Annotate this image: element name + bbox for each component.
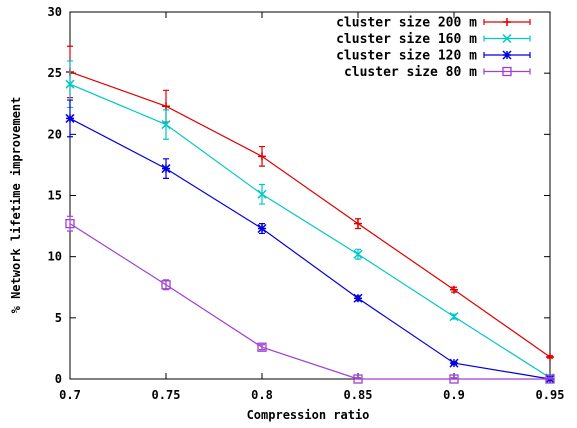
y-axis-label: % Network lifetime improvement bbox=[9, 97, 23, 314]
series-3 bbox=[65, 215, 555, 384]
y-tick-label: 10 bbox=[48, 250, 62, 264]
y-tick-label: 0 bbox=[55, 372, 62, 386]
data-point bbox=[65, 79, 75, 89]
x-tick-label: 0.9 bbox=[443, 388, 465, 402]
legend-marker bbox=[502, 33, 512, 44]
error-bar bbox=[67, 215, 73, 232]
data-point bbox=[161, 280, 171, 290]
data-point bbox=[257, 189, 267, 199]
data-point bbox=[161, 164, 171, 174]
series-line bbox=[69, 83, 551, 379]
legend-errorbar bbox=[483, 52, 531, 58]
series-line bbox=[69, 223, 550, 380]
legend-errorbar bbox=[483, 19, 531, 25]
data-point bbox=[257, 223, 267, 234]
y-tick-label: 20 bbox=[48, 127, 62, 141]
data-point bbox=[161, 120, 171, 130]
x-tick-label: 0.85 bbox=[344, 388, 373, 402]
series-line bbox=[69, 71, 551, 358]
x-tick-label: 0.95 bbox=[536, 388, 565, 402]
series-layer bbox=[65, 45, 555, 384]
y-tick-label: 15 bbox=[48, 189, 62, 203]
series-0 bbox=[66, 45, 554, 361]
data-point bbox=[449, 358, 459, 368]
legend-errorbar bbox=[483, 68, 531, 75]
error-bar bbox=[163, 279, 169, 291]
legend-label: cluster size 200 m bbox=[336, 16, 477, 31]
x-tick-label: 0.7 bbox=[59, 388, 81, 402]
x-tick-label: 0.75 bbox=[152, 388, 181, 402]
y-tick-label: 30 bbox=[48, 5, 62, 19]
data-point bbox=[354, 219, 362, 228]
error-bar bbox=[451, 377, 457, 380]
data-point bbox=[353, 249, 363, 259]
data-point bbox=[258, 152, 266, 161]
x-tick-label: 0.8 bbox=[251, 388, 273, 402]
error-bar bbox=[259, 344, 265, 351]
data-point bbox=[353, 293, 363, 303]
legend-marker bbox=[502, 50, 512, 60]
error-bar bbox=[547, 377, 553, 380]
legend-marker bbox=[503, 18, 511, 26]
data-point bbox=[353, 374, 363, 384]
data-point bbox=[449, 374, 459, 384]
data-point bbox=[162, 102, 170, 111]
data-point bbox=[449, 312, 459, 322]
x-axis-label: Compression ratio bbox=[247, 408, 370, 422]
y-tick-label: 5 bbox=[55, 311, 62, 325]
data-point bbox=[257, 342, 267, 352]
legend-marker bbox=[502, 66, 512, 77]
data-point bbox=[65, 113, 75, 123]
error-bar bbox=[355, 377, 361, 380]
y-axis: 0 5 10 15 20 25 30 bbox=[48, 5, 550, 386]
legend-label: cluster size 80 m bbox=[344, 65, 477, 80]
series-line bbox=[69, 117, 551, 380]
data-point bbox=[450, 285, 458, 294]
legend-label: cluster size 160 m bbox=[336, 32, 477, 47]
legend-errorbar bbox=[483, 35, 531, 42]
data-point bbox=[546, 352, 554, 361]
legend-label: cluster size 120 m bbox=[336, 49, 477, 64]
data-point bbox=[545, 374, 555, 384]
y-tick-label: 25 bbox=[48, 66, 62, 80]
data-point bbox=[65, 218, 75, 229]
series-1 bbox=[65, 60, 555, 383]
